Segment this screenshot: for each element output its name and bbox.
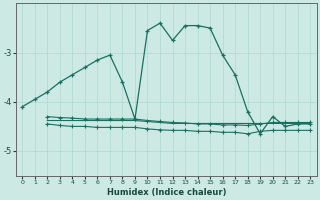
X-axis label: Humidex (Indice chaleur): Humidex (Indice chaleur)	[107, 188, 226, 197]
